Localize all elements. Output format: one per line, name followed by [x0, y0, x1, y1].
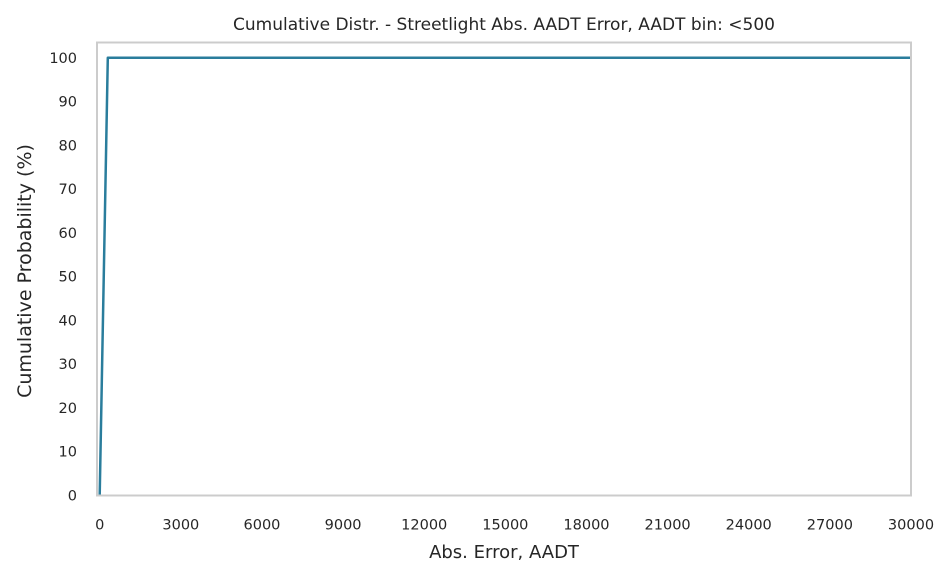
y-tick-label: 30 — [59, 357, 77, 373]
y-tick-label: 40 — [59, 313, 77, 329]
x-tick-label: 0 — [95, 518, 104, 534]
y-tick-label: 80 — [59, 138, 77, 154]
y-tick-label: 60 — [59, 226, 77, 242]
x-tick-label: 24000 — [726, 518, 772, 534]
y-tick-label: 10 — [59, 445, 77, 461]
plot-frame — [96, 41, 912, 497]
y-axis-label: Cumulative Probability (%) — [14, 144, 36, 398]
y-tick-label: 0 — [68, 489, 77, 505]
x-tick-label: 15000 — [482, 518, 528, 534]
x-tick-label: 6000 — [244, 518, 281, 534]
x-tick-label: 27000 — [807, 518, 853, 534]
y-tick-label: 100 — [49, 51, 77, 67]
x-axis-ticks: 0 3000 6000 9000 12000 15000 18000 21000 24000 27… — [95, 518, 934, 534]
x-tick-label: 30000 — [888, 518, 934, 534]
series-line — [98, 56, 911, 496]
y-tick-label: 90 — [59, 95, 77, 111]
y-tick-label: 20 — [59, 401, 77, 417]
x-tick-label: 3000 — [162, 518, 199, 534]
y-tick-label: 70 — [59, 182, 77, 198]
series-layer — [98, 56, 911, 496]
x-tick-label: 18000 — [563, 518, 609, 534]
y-tick-label: 50 — [59, 270, 77, 286]
x-axis-label: Abs. Error, AADT — [429, 542, 580, 563]
x-tick-label: 21000 — [645, 518, 691, 534]
y-axis-ticks: 0 10 20 30 40 50 60 70 80 90 100 — [49, 51, 77, 505]
chart-title: Cumulative Distr. - Streetlight Abs. AAD… — [233, 15, 775, 35]
x-tick-label: 9000 — [325, 518, 362, 534]
x-tick-label: 12000 — [401, 518, 447, 534]
